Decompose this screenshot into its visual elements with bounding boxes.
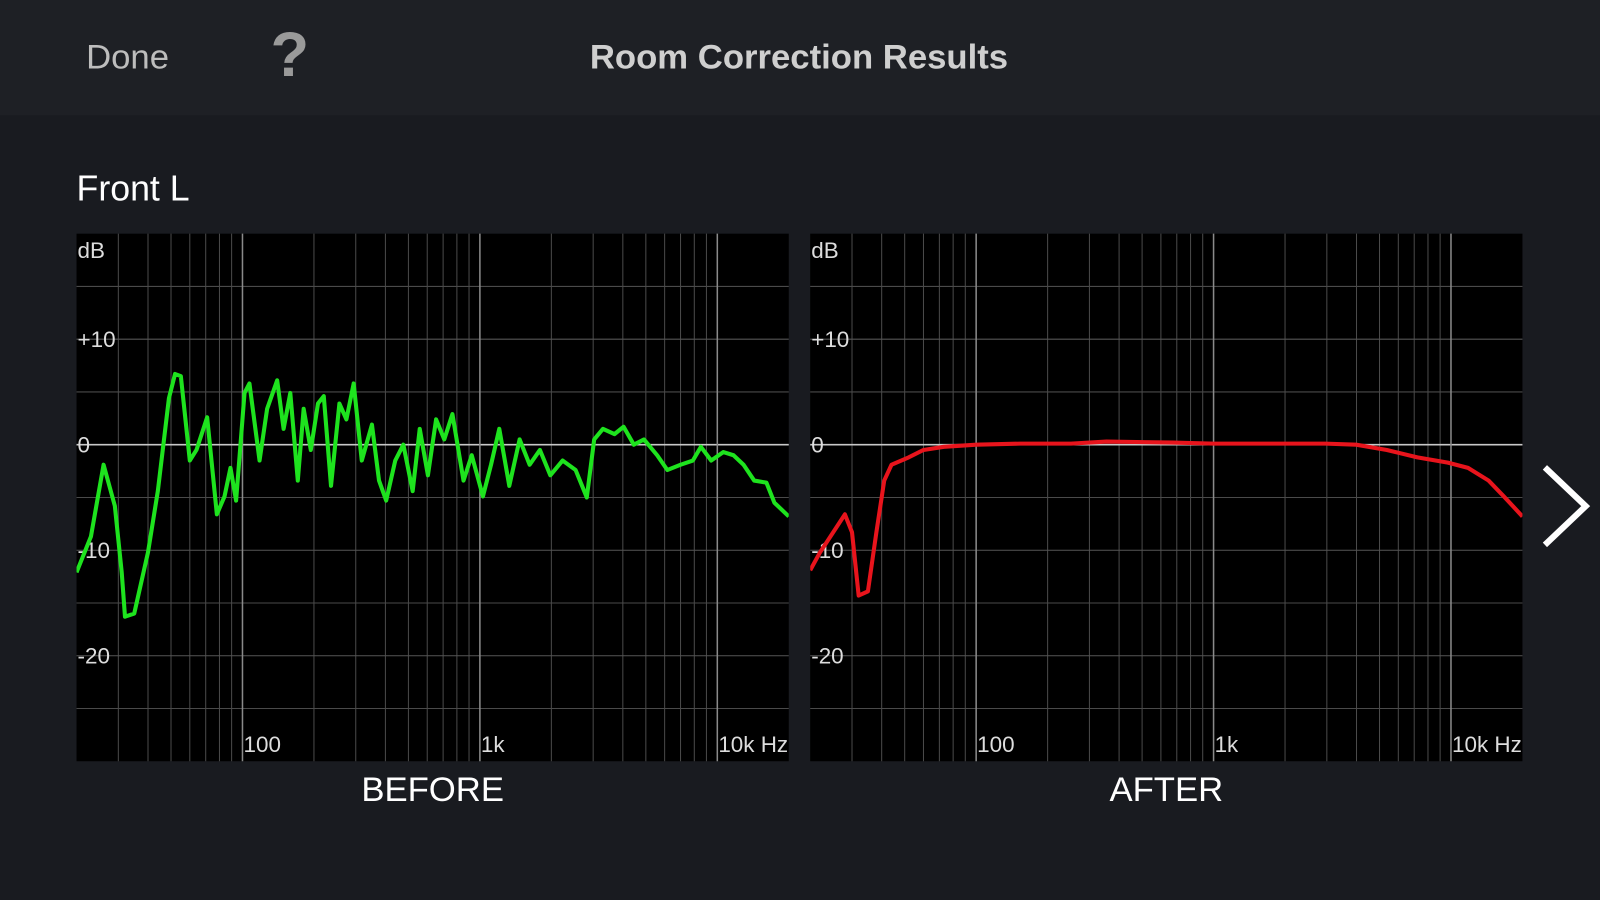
y-tick-label: 0 [811, 433, 823, 458]
x-tick-label: 100 [977, 732, 1014, 757]
y-axis-label: dB [811, 238, 838, 263]
channel-name: Front L [77, 168, 190, 208]
page-title: Room Correction Results [590, 38, 1008, 76]
y-tick-label: 0 [78, 433, 90, 458]
y-tick-label: -20 [78, 644, 110, 669]
chart-caption: AFTER [1109, 771, 1223, 809]
x-tick-label: 10k Hz [718, 732, 788, 757]
response-line [76, 371, 789, 619]
chart-caption: BEFORE [361, 771, 504, 809]
y-axis-label: dB [78, 238, 105, 263]
x-tick-label: 1k [1215, 732, 1239, 757]
y-tick-label: -20 [811, 644, 843, 669]
x-tick-label: 1k [481, 732, 505, 757]
y-tick-label: +10 [811, 327, 849, 352]
done-button[interactable]: Done [86, 38, 169, 76]
help-button[interactable]: ? [270, 20, 309, 90]
response-line [810, 439, 1523, 598]
x-tick-label: 100 [243, 732, 280, 757]
y-tick-label: +10 [78, 327, 116, 352]
next-arrow[interactable] [1542, 465, 1591, 548]
top-bar [0, 0, 1600, 116]
x-tick-label: 10k Hz [1452, 732, 1522, 757]
